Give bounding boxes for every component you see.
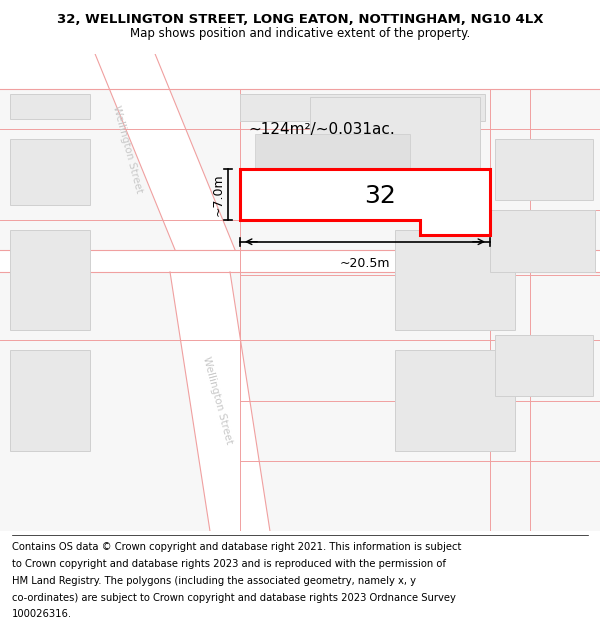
Text: ~124m²/~0.031ac.: ~124m²/~0.031ac. (248, 122, 395, 137)
Bar (395, 350, 515, 451)
Bar (255, 134, 410, 214)
Bar (395, 229, 515, 330)
Text: Wellington Street: Wellington Street (112, 104, 145, 194)
Bar (310, 97, 480, 179)
Polygon shape (95, 54, 235, 250)
Text: HM Land Registry. The polygons (including the associated geometry, namely x, y: HM Land Registry. The polygons (includin… (12, 576, 416, 586)
Text: 32, WELLINGTON STREET, LONG EATON, NOTTINGHAM, NG10 4LX: 32, WELLINGTON STREET, LONG EATON, NOTTI… (57, 13, 543, 26)
Bar (10, 94, 90, 119)
Text: to Crown copyright and database rights 2023 and is reproduced with the permissio: to Crown copyright and database rights 2… (12, 559, 446, 569)
Polygon shape (170, 272, 270, 531)
Bar (0, 54, 600, 89)
Bar (495, 139, 593, 199)
Bar (490, 209, 595, 272)
Text: ~7.0m: ~7.0m (212, 173, 224, 216)
Text: Wellington Street: Wellington Street (202, 356, 235, 446)
Bar (10, 229, 90, 330)
Bar (0, 250, 600, 272)
Text: Contains OS data © Crown copyright and database right 2021. This information is : Contains OS data © Crown copyright and d… (12, 542, 461, 552)
Text: co-ordinates) are subject to Crown copyright and database rights 2023 Ordnance S: co-ordinates) are subject to Crown copyr… (12, 592, 456, 602)
Bar (10, 139, 90, 204)
Bar (240, 94, 485, 121)
Text: Map shows position and indicative extent of the property.: Map shows position and indicative extent… (130, 28, 470, 40)
Text: ~20.5m: ~20.5m (340, 257, 390, 270)
Bar (495, 335, 593, 396)
Text: 100026316.: 100026316. (12, 609, 72, 619)
Bar (10, 350, 90, 451)
Polygon shape (240, 169, 490, 235)
Text: 32: 32 (364, 184, 396, 209)
